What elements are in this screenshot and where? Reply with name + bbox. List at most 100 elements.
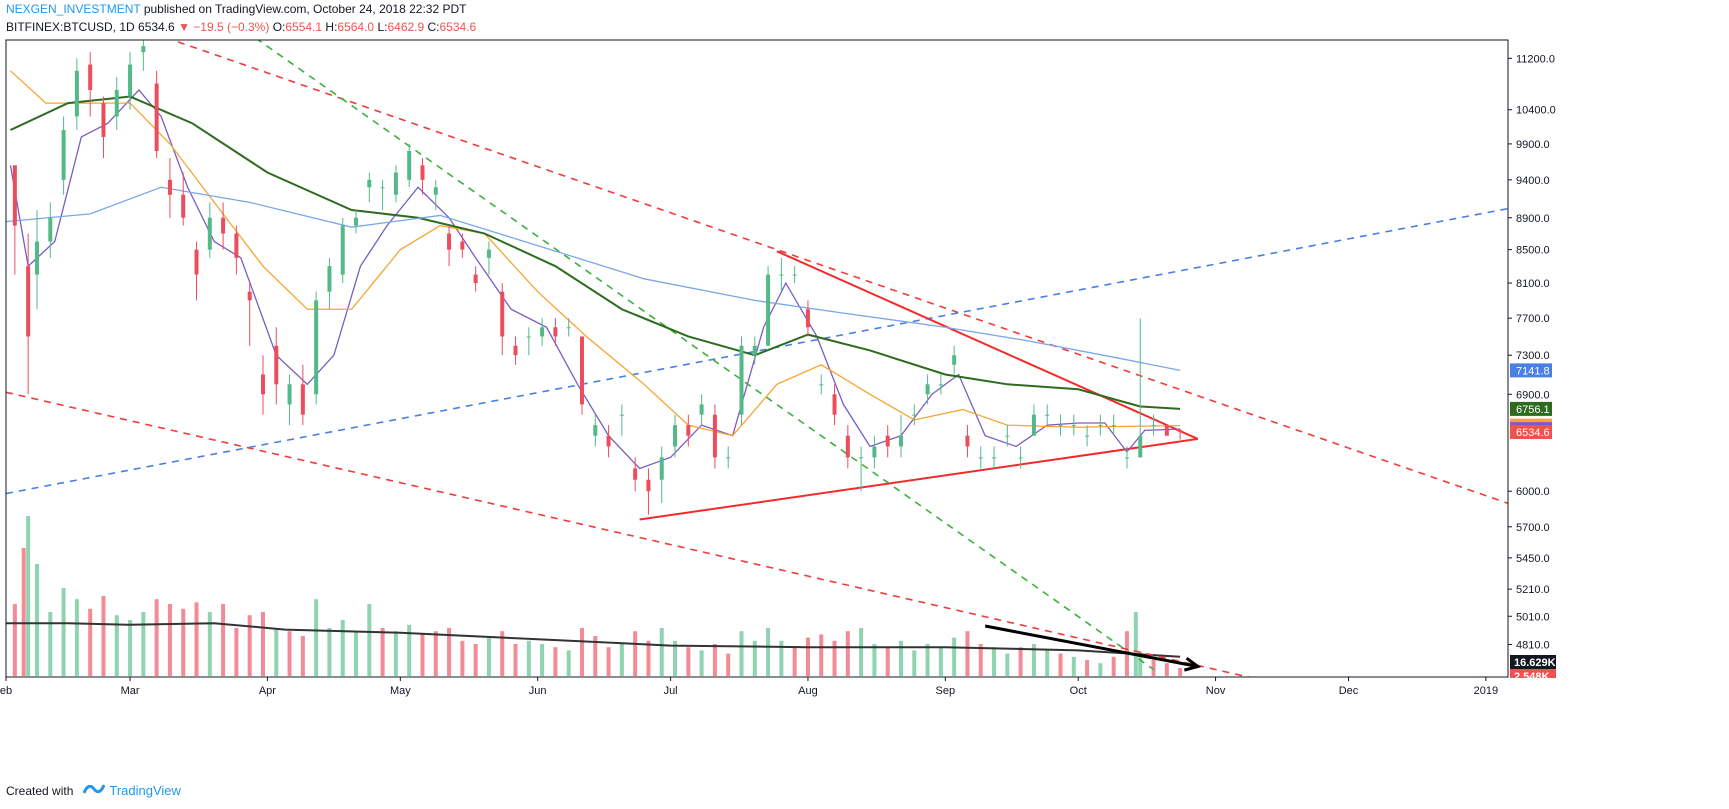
candle-body — [48, 217, 53, 242]
open-value: 6554.1 — [285, 20, 323, 34]
candle-body — [407, 150, 412, 180]
volume-bar — [805, 637, 810, 676]
candle-body — [61, 130, 66, 180]
volume-bar — [739, 631, 744, 676]
candle-body — [393, 172, 398, 195]
x-tick-label: Jun — [529, 685, 547, 697]
volume-bar — [274, 628, 279, 676]
volume-bar — [646, 640, 651, 676]
close-label: C: — [427, 20, 440, 34]
candle-body — [1098, 425, 1103, 427]
candle-body — [832, 394, 837, 415]
candle-body — [766, 274, 771, 346]
volume-bar — [952, 637, 957, 676]
trend-green-line — [257, 40, 1155, 671]
volume-bar — [752, 640, 757, 676]
candle-body — [792, 274, 797, 276]
price-badge-label: 7141.8 — [1516, 365, 1550, 377]
high-value: 6564.0 — [337, 20, 375, 34]
y-tick-label: 5210.0 — [1516, 584, 1550, 596]
x-tick-label: Sep — [936, 685, 956, 697]
volume-bar — [779, 640, 784, 676]
candle-body — [367, 179, 372, 188]
volume-bar — [938, 647, 943, 676]
candle-body — [646, 479, 651, 492]
candle-body — [433, 187, 438, 195]
candle-body — [872, 446, 877, 458]
volume-bar — [819, 634, 824, 676]
ohlc-line: BITFINEX:BTCUSD, 1D 6534.6 ▼ −19.5 (−0.3… — [6, 20, 476, 35]
volume-bar — [167, 604, 172, 676]
volume-bar — [207, 612, 212, 676]
candle-body — [35, 241, 40, 275]
x-tick-label: 2019 — [1474, 685, 1498, 697]
ma-fast-line — [9, 89, 1181, 470]
candle-body — [1164, 425, 1169, 436]
candle-body — [500, 291, 505, 337]
x-tick-label: Dec — [1339, 685, 1359, 697]
low-label: L: — [377, 20, 388, 34]
volume-bar — [553, 647, 558, 676]
tradingview-brand[interactable]: TradingView — [109, 783, 181, 798]
volume-bar — [872, 644, 877, 676]
trend-red-line — [6, 391, 1252, 677]
candle-body — [938, 384, 943, 386]
volume-bar — [141, 612, 146, 676]
y-tick-label: 6000.0 — [1516, 486, 1550, 498]
axis-mask — [1509, 678, 1729, 708]
volume-bar — [526, 640, 531, 676]
volume-bar — [433, 631, 438, 676]
volume-bar — [619, 644, 624, 676]
candle-body — [1085, 435, 1090, 437]
created-with-label: Created with — [6, 783, 74, 798]
volume-bar — [61, 588, 66, 676]
volume-bar — [1133, 612, 1138, 676]
volume-bar — [686, 647, 691, 676]
volume-bar — [1085, 660, 1090, 676]
candle-body — [659, 457, 664, 480]
volume-bar — [1178, 668, 1183, 676]
ma-mid-line — [9, 70, 1181, 437]
volume-bar — [500, 631, 505, 676]
volume-bar — [101, 596, 106, 676]
candle-body — [859, 457, 864, 459]
candle-body — [633, 468, 638, 480]
volume-bar — [659, 628, 664, 676]
price-badge — [1510, 363, 1552, 378]
candle-body — [912, 414, 917, 416]
candle-body — [327, 266, 332, 292]
plot-area — [6, 40, 1508, 677]
x-tick-label: Nov — [1206, 685, 1226, 697]
candle-body — [673, 425, 678, 447]
ma-long-line — [6, 186, 1181, 372]
volume-bar — [88, 608, 93, 676]
volume-bar — [513, 644, 518, 676]
author-link[interactable]: NEXGEN_INVESTMENT — [6, 2, 141, 16]
volume-bar — [633, 631, 638, 676]
y-tick-label: 7700.0 — [1516, 313, 1550, 325]
x-tick-label: Mar — [121, 685, 140, 697]
candle-body — [114, 90, 119, 117]
volume-bar — [447, 628, 452, 676]
volume-bar — [1111, 656, 1116, 676]
candle-body — [540, 327, 545, 337]
candle-body — [314, 300, 319, 395]
volume-bar — [925, 644, 930, 676]
candle-body — [726, 457, 731, 459]
candle-body — [739, 345, 744, 415]
candle-body — [1111, 425, 1116, 427]
volume-bar — [1031, 644, 1036, 676]
volume-bar — [473, 644, 478, 676]
volume-bar — [340, 620, 345, 676]
candle-body — [885, 435, 890, 447]
volume-bar — [859, 628, 864, 676]
trend-blue-line — [6, 207, 1508, 495]
close-value: 6534.6 — [439, 20, 477, 34]
candle-body — [486, 249, 491, 258]
candle-body — [88, 64, 93, 91]
y-tick-label: 5010.0 — [1516, 611, 1550, 623]
volume-bar — [1018, 647, 1023, 676]
candle-body — [1031, 414, 1036, 436]
triangle-line — [776, 250, 1199, 440]
